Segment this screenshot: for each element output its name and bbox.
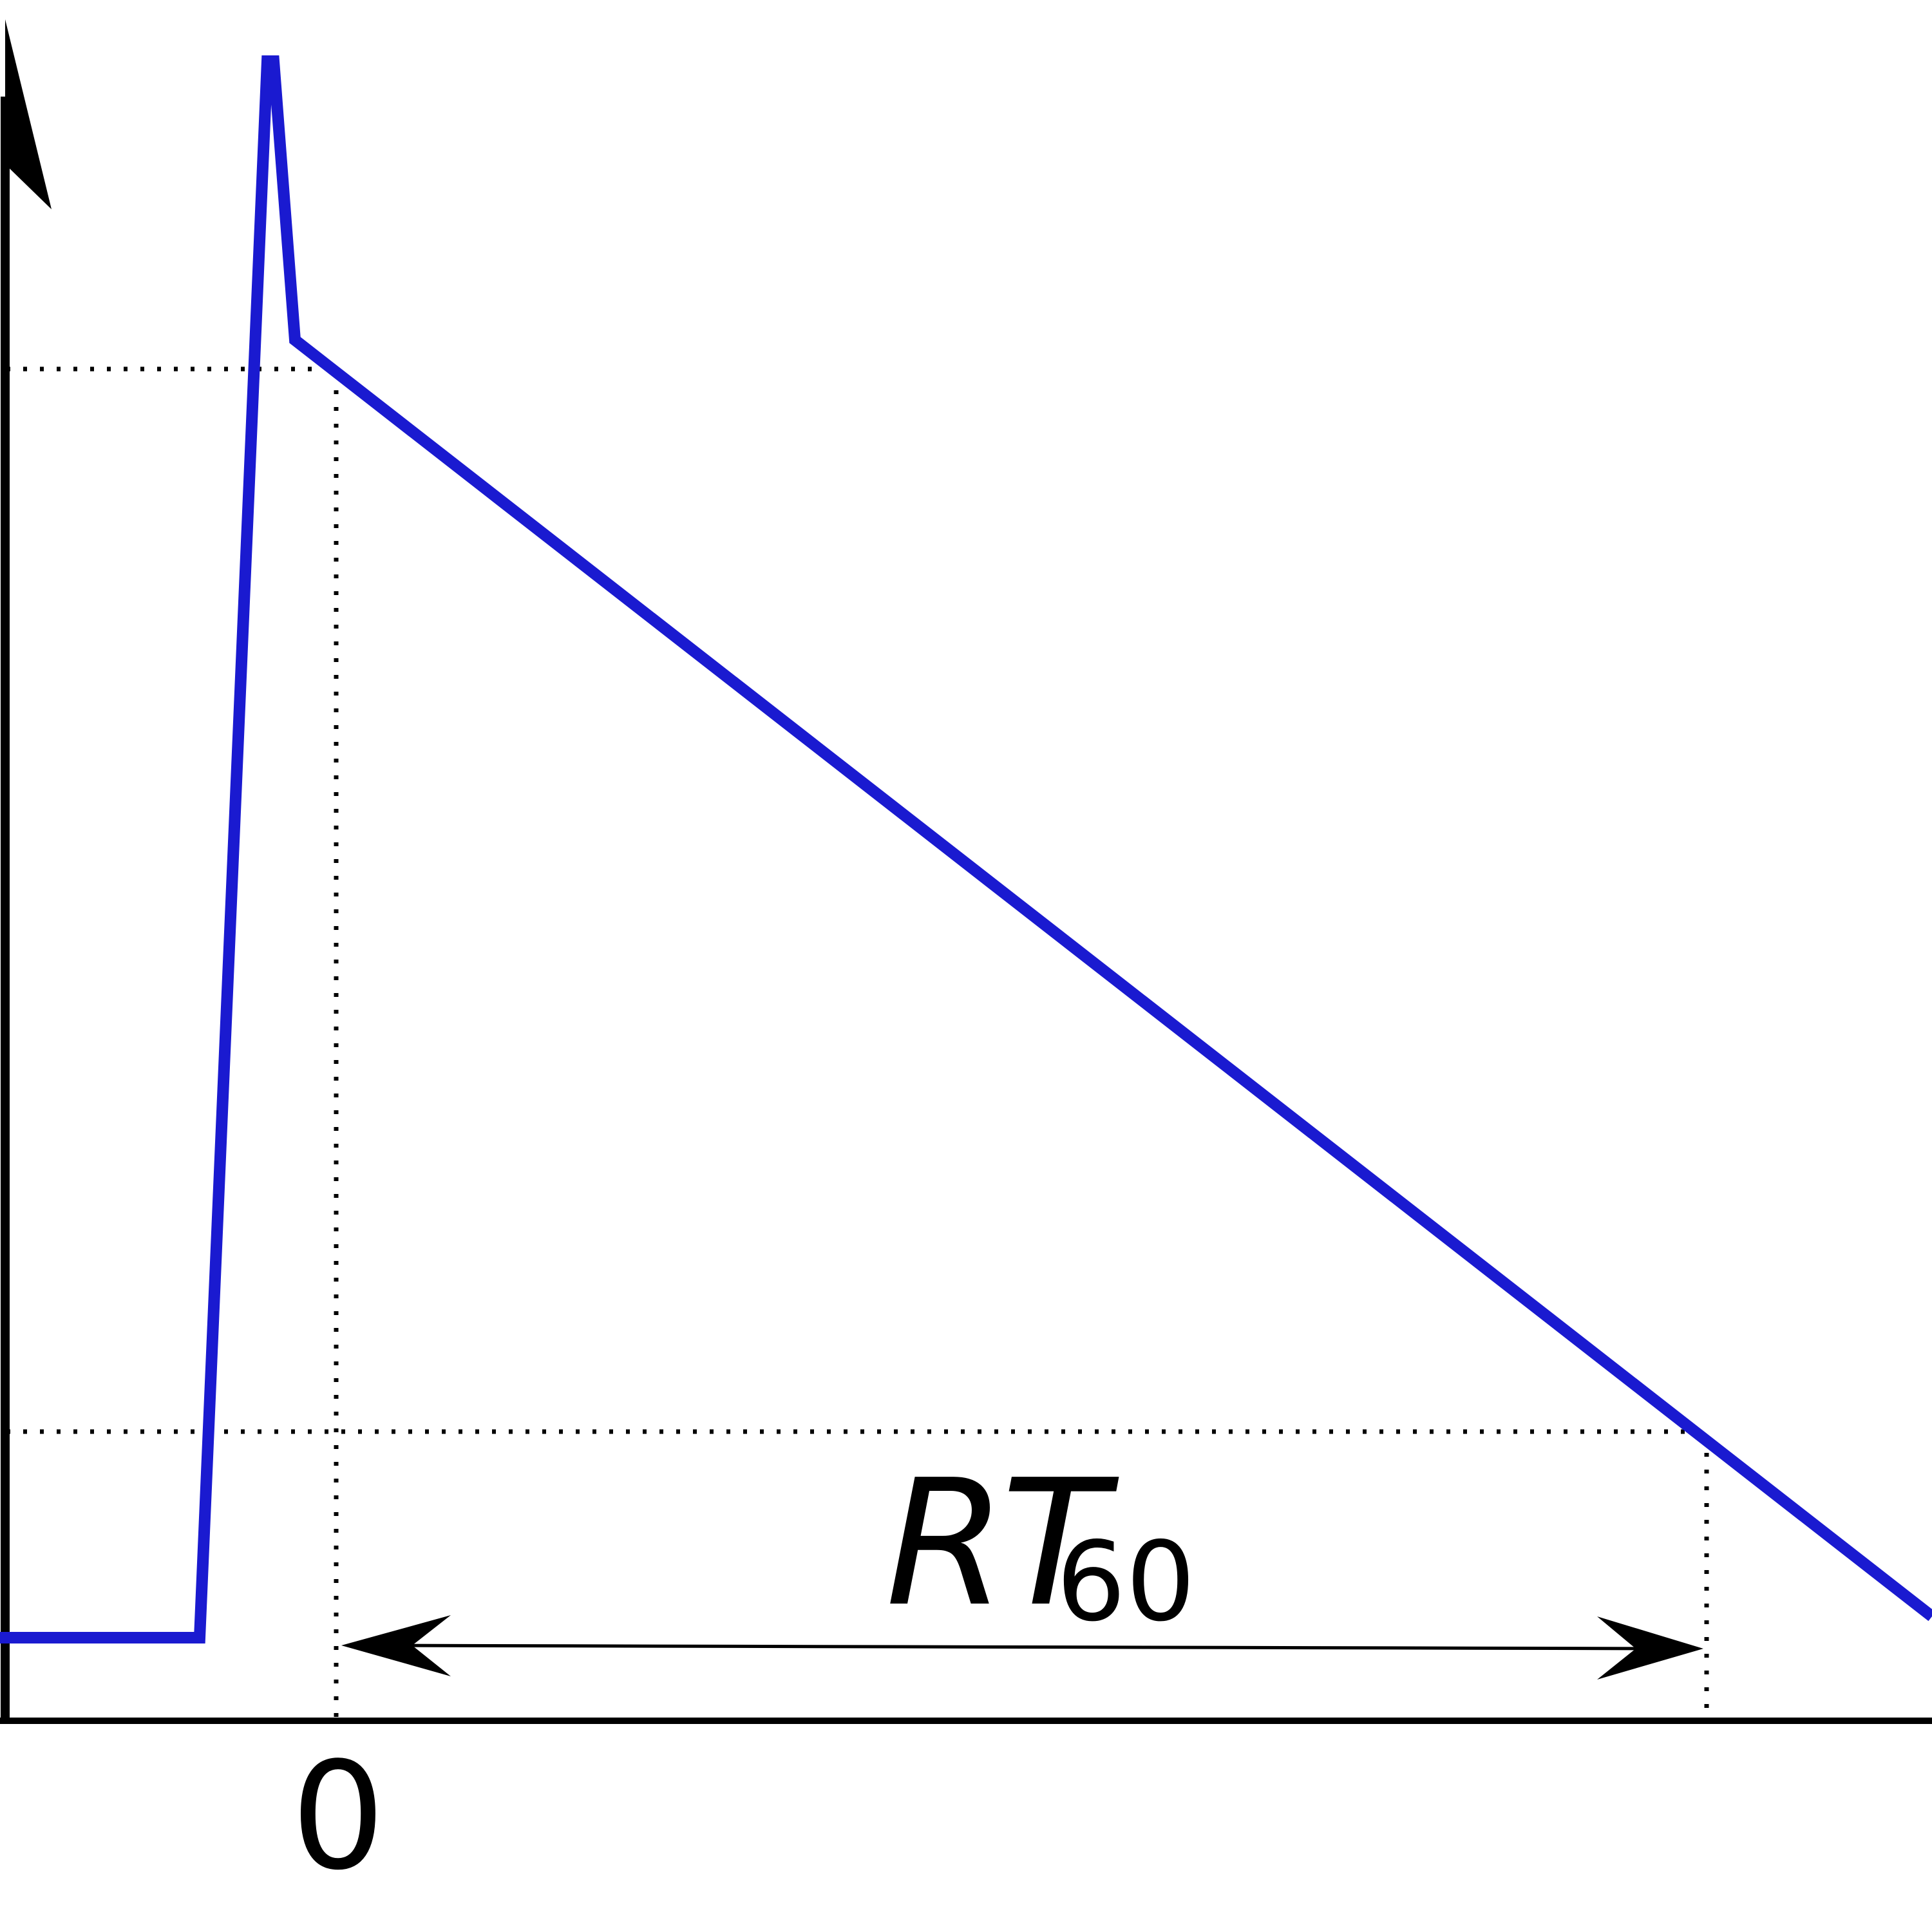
- rt60-subscript: 60: [1056, 1519, 1195, 1646]
- decay-curve: [0, 55, 1932, 1643]
- rt60-left-arrowhead: [341, 1615, 451, 1676]
- y-axis-arrowhead: [5, 19, 52, 209]
- rt60-symbol-r: R: [886, 1442, 1007, 1645]
- rt60-right-arrowhead: [1597, 1616, 1703, 1680]
- time-zero-label: 0: [291, 1731, 385, 1903]
- rt60-symbol-t: T: [1001, 1442, 1121, 1645]
- rt60-span-line: [373, 1643, 1669, 1651]
